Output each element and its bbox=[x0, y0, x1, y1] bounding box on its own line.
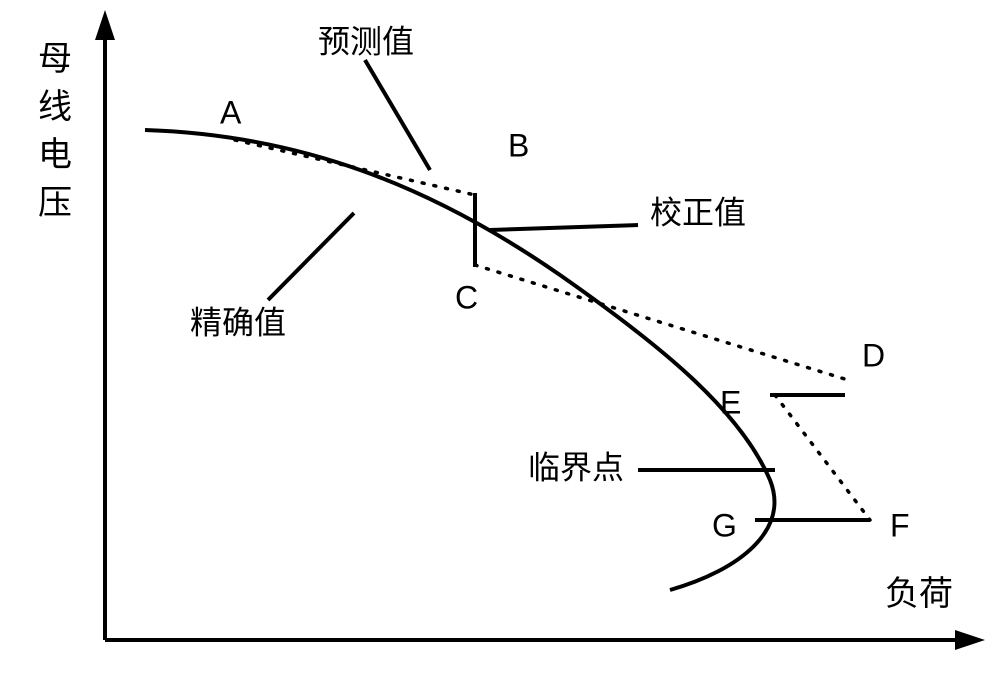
label-critical: 临界点 bbox=[528, 449, 624, 485]
point-A: A bbox=[220, 94, 242, 130]
label-corrector: 校正值 bbox=[650, 194, 746, 230]
y-axis-char-2: 电 bbox=[38, 136, 72, 174]
x-axis-arrow bbox=[955, 630, 985, 650]
y-axis-arrow bbox=[95, 10, 115, 40]
y-axis-char-1: 线 bbox=[38, 88, 72, 126]
point-C: C bbox=[455, 279, 478, 315]
point-B: B bbox=[508, 127, 529, 163]
leader-corrector bbox=[490, 225, 638, 230]
leader-predicted bbox=[365, 60, 430, 170]
label-predicted: 预测值 bbox=[318, 23, 414, 59]
leader-exact bbox=[268, 213, 354, 300]
predictor-seg-1 bbox=[475, 265, 848, 380]
y-axis-char-3: 压 bbox=[38, 184, 72, 222]
x-axis-label: 负荷 bbox=[885, 575, 953, 613]
y-axis-char-0: 母 bbox=[38, 40, 72, 78]
y-axis-label: 母线电压 bbox=[38, 40, 72, 222]
predictor-seg-2 bbox=[775, 395, 870, 520]
point-F: F bbox=[890, 507, 910, 543]
chart-svg: 母线电压 负荷 预测值 精确值 校正值 临界点 A B C D E F G bbox=[0, 0, 1000, 687]
pv-curve-diagram: 母线电压 负荷 预测值 精确值 校正值 临界点 A B C D E F G bbox=[0, 0, 1000, 687]
predictor-seg-0 bbox=[235, 140, 475, 195]
label-exact: 精确值 bbox=[190, 304, 286, 340]
point-D: D bbox=[862, 337, 885, 373]
point-G: G bbox=[712, 507, 737, 543]
point-E: E bbox=[720, 384, 741, 420]
